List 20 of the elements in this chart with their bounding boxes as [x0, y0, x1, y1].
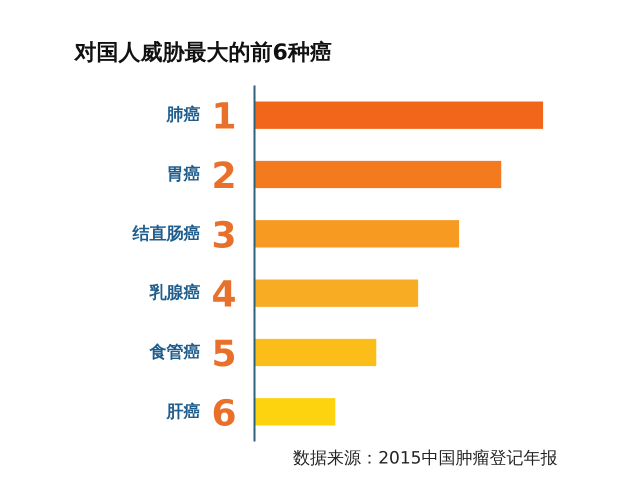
- source-note: 数据来源：2015中国肿瘤登记年报: [293, 448, 558, 468]
- chart-title: 对国人威胁最大的前6种癌: [74, 40, 332, 66]
- y-tick-label: 结直肠癌: [132, 224, 200, 244]
- y-tick-label: 肝癌: [166, 402, 200, 422]
- bar: [254, 220, 460, 248]
- text: 4: [211, 274, 237, 316]
- bar: [254, 280, 418, 307]
- text: 2: [211, 156, 237, 197]
- y-tick-label: 食管癌: [148, 342, 200, 362]
- bar: [254, 338, 376, 366]
- y-tick-label: 乳腺癌: [148, 283, 200, 304]
- text: 5: [211, 334, 237, 375]
- bar: [254, 160, 502, 188]
- y-tick-label: 胃癌: [166, 164, 200, 184]
- bar: [254, 102, 544, 129]
- text: 1: [211, 96, 237, 138]
- y-tick-label: 肺癌: [166, 105, 200, 126]
- bar: [254, 398, 336, 426]
- text: 3: [211, 215, 237, 256]
- text: 6: [211, 393, 237, 434]
